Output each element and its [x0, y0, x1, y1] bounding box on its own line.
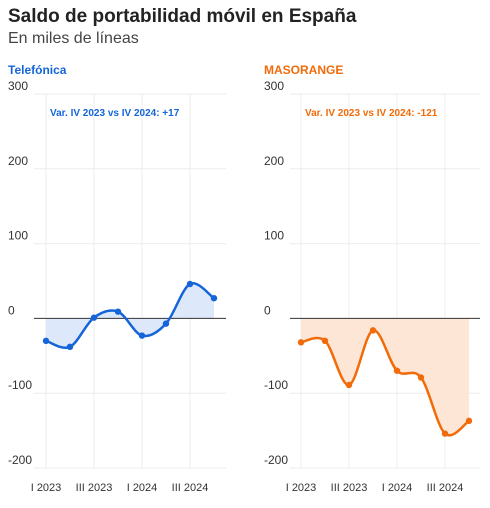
data-point [90, 314, 98, 321]
y-tick-label: 100 [264, 229, 284, 243]
data-point [114, 308, 122, 315]
data-point [369, 327, 377, 334]
y-tick-label: -100 [264, 378, 288, 392]
x-tick-label: III 2023 [331, 482, 368, 494]
x-tick-label: I 2024 [127, 482, 158, 494]
y-tick-label: 300 [264, 79, 284, 93]
chart-subtitle: En miles de líneas [8, 30, 139, 47]
y-tick-label: 300 [8, 79, 28, 93]
data-point [210, 295, 218, 302]
data-point [297, 339, 305, 346]
data-point [321, 337, 329, 345]
data-point [345, 381, 353, 389]
data-point [162, 320, 170, 327]
annotation: Var. IV 2023 vs IV 2024: +17 [50, 108, 180, 119]
data-point [441, 430, 449, 437]
data-point [465, 417, 473, 425]
area-fill [46, 283, 214, 348]
y-tick-label: -200 [264, 453, 288, 467]
y-tick-label: 100 [8, 229, 28, 243]
panel-masorange: MASORANGE 300 200 100 0 -100 -200 Var. IV 2023 … [264, 63, 480, 494]
x-tick-label: I 2023 [31, 482, 62, 494]
data-point [186, 280, 194, 288]
x-tick-label: III 2023 [76, 482, 113, 494]
y-tick-label: 200 [8, 154, 28, 168]
area-fill [301, 318, 469, 436]
data-point [417, 374, 425, 381]
x-tick-label: III 2024 [172, 482, 209, 494]
data-point [393, 367, 401, 374]
chart-title: Saldo de portabilidad móvil en España [8, 6, 357, 27]
annotation: Var. IV 2023 vs IV 2024: -121 [305, 108, 438, 119]
y-tick-label: 0 [264, 303, 271, 317]
x-tick-label: III 2024 [427, 482, 464, 494]
panel-title: Telefónica [8, 63, 67, 77]
x-tick-label: I 2024 [382, 482, 413, 494]
series-line [299, 329, 471, 437]
panel-title: MASORANGE [264, 63, 343, 77]
panel-telefonica: Telefónica 300 200 100 0 -100 -200 Var. IV 2023… [8, 63, 226, 494]
data-point [138, 332, 146, 339]
data-point [66, 343, 74, 351]
data-point [42, 337, 50, 345]
y-tick-label: -100 [8, 378, 32, 392]
y-tick-label: 200 [264, 154, 284, 168]
y-tick-label: 0 [8, 303, 15, 317]
x-tick-label: I 2023 [286, 482, 317, 494]
y-tick-label: -200 [8, 453, 32, 467]
